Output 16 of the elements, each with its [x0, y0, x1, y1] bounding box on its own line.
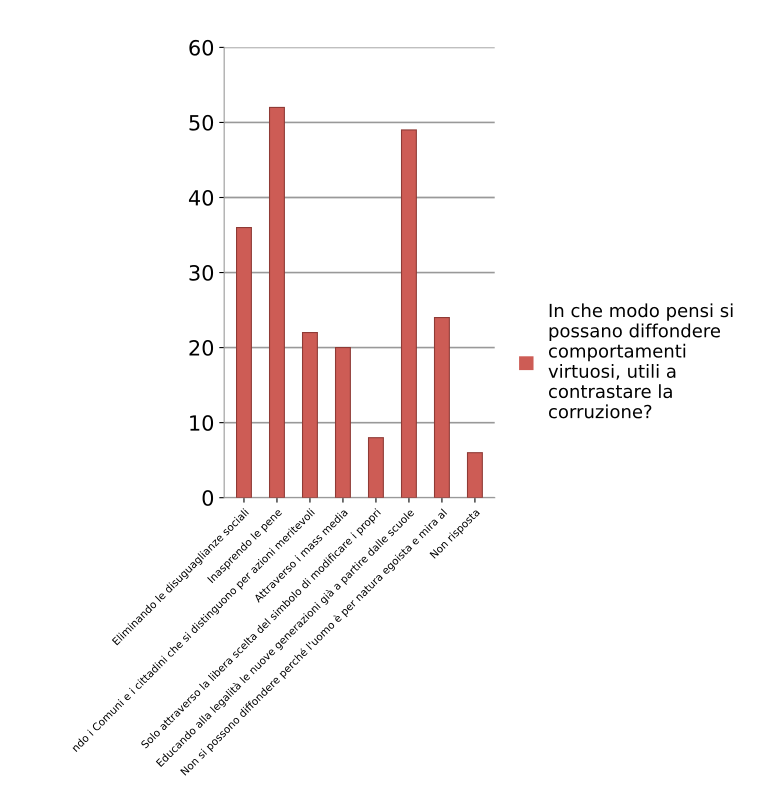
bar: [268, 106, 285, 498]
y-tick-label: 60: [189, 40, 214, 56]
bar: [302, 332, 318, 498]
y-tick-label: 10: [190, 415, 214, 431]
y-tick-label: 50: [190, 114, 214, 131]
y-tick-label: 20: [189, 340, 214, 356]
bar: [400, 129, 417, 498]
bar: [434, 317, 450, 498]
bar: [368, 437, 384, 498]
y-tick-label: 0: [202, 490, 214, 506]
y-tick-label: 30: [190, 265, 214, 281]
legend-label: In che modo pensi si possano diffondere comportamenti virtuosi, utili a contrastare la corruzione?: [548, 303, 732, 418]
y-tick-label: 40: [188, 190, 214, 206]
bar: [236, 226, 252, 498]
bar: [466, 452, 483, 498]
bar: [334, 347, 351, 498]
